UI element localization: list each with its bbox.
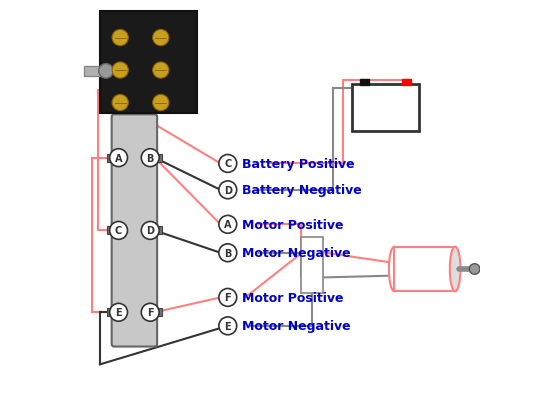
Ellipse shape [389, 247, 400, 292]
Text: Motor Negative: Motor Negative [242, 320, 351, 333]
Circle shape [469, 264, 480, 275]
Ellipse shape [450, 247, 461, 292]
Circle shape [112, 95, 128, 111]
Circle shape [153, 30, 169, 47]
Text: A: A [224, 220, 232, 230]
Bar [403, 79, 411, 86]
FancyBboxPatch shape [112, 115, 157, 347]
Circle shape [142, 222, 159, 240]
Circle shape [219, 289, 237, 307]
Circle shape [98, 64, 113, 79]
Circle shape [219, 216, 237, 234]
Bar [155, 227, 162, 235]
Circle shape [112, 30, 128, 47]
Circle shape [109, 304, 128, 322]
Text: E: E [225, 321, 231, 331]
Circle shape [219, 244, 237, 262]
Text: D: D [224, 185, 232, 195]
Bar [155, 154, 162, 162]
Text: Battery Negative: Battery Negative [242, 184, 362, 197]
Text: Motor Positive: Motor Positive [242, 218, 343, 231]
Text: B: B [224, 248, 232, 258]
Bar [107, 227, 114, 235]
Circle shape [153, 95, 169, 111]
Bar [359, 79, 368, 86]
Text: C: C [224, 159, 231, 169]
Circle shape [109, 149, 128, 167]
Bar [100, 12, 197, 113]
Bar [155, 309, 162, 317]
Bar [107, 309, 114, 317]
Circle shape [142, 149, 159, 167]
Circle shape [219, 317, 237, 335]
Bar [301, 237, 323, 294]
Text: Battery Positive: Battery Positive [242, 158, 354, 171]
Text: A: A [115, 153, 122, 163]
Text: E: E [115, 307, 122, 318]
Text: F: F [147, 307, 154, 318]
Circle shape [109, 222, 128, 240]
Circle shape [142, 304, 159, 322]
Circle shape [112, 63, 128, 79]
Bar [84, 67, 108, 77]
Text: B: B [147, 153, 154, 163]
Circle shape [153, 63, 169, 79]
Bar [352, 85, 419, 132]
Text: F: F [225, 293, 231, 303]
Text: Motor Positive: Motor Positive [242, 291, 343, 304]
Bar [107, 154, 114, 162]
Text: C: C [115, 226, 122, 236]
Bar [394, 247, 455, 292]
Circle shape [219, 181, 237, 199]
Text: Motor Negative: Motor Negative [242, 247, 351, 260]
Text: D: D [146, 226, 154, 236]
Circle shape [219, 155, 237, 173]
